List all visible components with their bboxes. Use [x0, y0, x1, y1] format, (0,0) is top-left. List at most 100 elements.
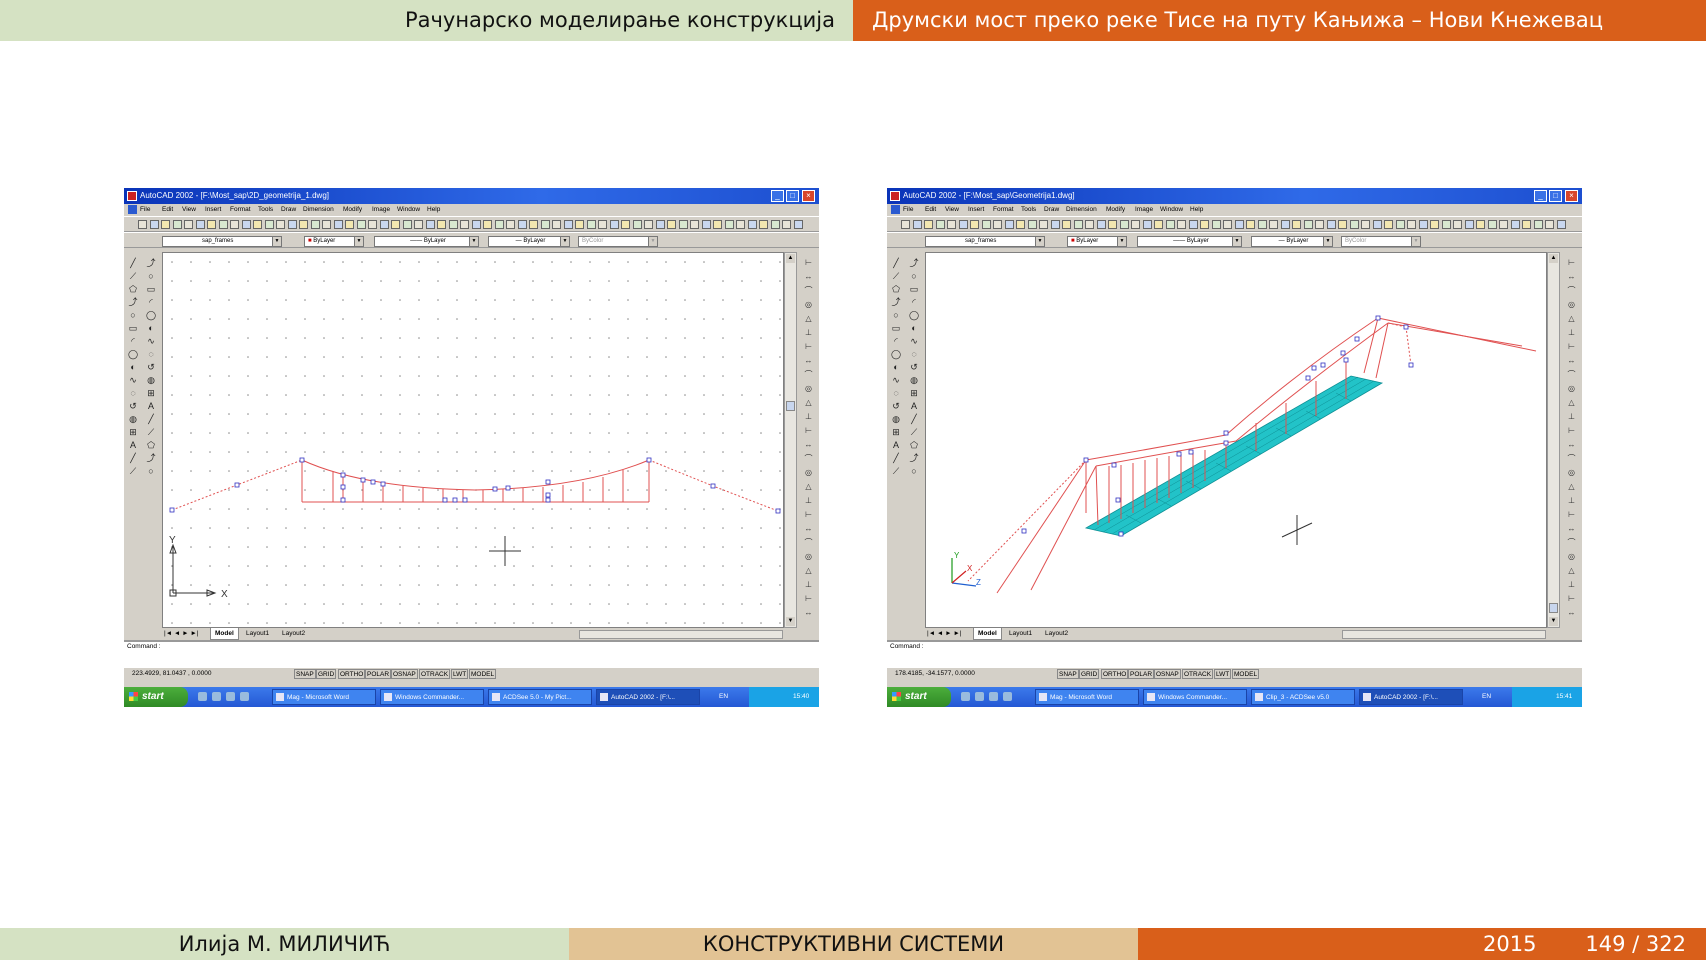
draw-tool-icon[interactable]: ⤴ — [146, 453, 156, 463]
polar-toggle[interactable]: POLAR — [1128, 669, 1155, 679]
draw-tool-icon[interactable]: ◐ — [130, 362, 136, 372]
dimension-tool-icon[interactable]: ⊢ — [1568, 342, 1575, 351]
tab-layout2[interactable]: Layout2 — [282, 630, 306, 637]
quicklaunch-icon[interactable] — [1003, 692, 1012, 701]
model-toggle[interactable]: MODEL — [469, 669, 497, 679]
toolbar-button-icon[interactable] — [540, 220, 550, 229]
drawing-area[interactable]: Y X Z — [925, 252, 1547, 628]
toolbar-button-icon[interactable] — [690, 220, 699, 229]
menu-dimension[interactable]: Dimension — [303, 206, 334, 213]
tab-model[interactable]: Model — [973, 628, 1002, 640]
toolbar-button-icon[interactable] — [678, 220, 688, 229]
menu-tools[interactable]: Tools — [1021, 206, 1037, 213]
draw-tool-icon[interactable]: ↺ — [129, 401, 137, 411]
draw-tool-icon[interactable]: ▭ — [891, 323, 901, 333]
linetype-combo[interactable]: —— ByLayer ▼ — [1137, 236, 1242, 247]
dimension-tool-icon[interactable]: ↔ — [804, 608, 813, 617]
toolbar-button-icon[interactable] — [958, 220, 968, 229]
draw-tool-icon[interactable]: ↺ — [147, 362, 155, 372]
snap-toggle[interactable]: SNAP — [1057, 669, 1079, 679]
draw-tool-icon[interactable]: ↺ — [892, 401, 900, 411]
language-indicator[interactable]: EN — [1482, 693, 1492, 700]
toolbar-button-icon[interactable] — [1004, 220, 1014, 229]
maximize-button[interactable]: □ — [1549, 190, 1562, 202]
dimension-tool-icon[interactable]: ⊢ — [805, 342, 812, 351]
scroll-thumb[interactable] — [786, 401, 795, 411]
menu-image[interactable]: Image — [372, 206, 391, 213]
draw-tool-icon[interactable]: ◯ — [891, 349, 902, 359]
toolbar-button-icon[interactable] — [414, 220, 423, 229]
dimension-tool-icon[interactable]: ⌒ — [804, 286, 813, 295]
toolbar-button-icon[interactable] — [184, 220, 193, 229]
toolbar-button-icon[interactable] — [322, 220, 331, 229]
minimize-button[interactable]: _ — [771, 190, 784, 202]
dimension-tool-icon[interactable]: △ — [805, 566, 812, 575]
toolbar-button-icon[interactable] — [425, 220, 435, 229]
toolbar-button-icon[interactable] — [356, 220, 366, 229]
dimension-tool-icon[interactable]: ⌒ — [1567, 454, 1576, 463]
menu-help[interactable]: Help — [1190, 206, 1204, 213]
taskbar-item-commander[interactable]: Windows Commander... — [1143, 689, 1247, 705]
toolbar-button-icon[interactable] — [1234, 220, 1244, 229]
toolbar-button-icon[interactable] — [448, 220, 458, 229]
taskbar-item-acdsee[interactable]: Clip_3 - ACDSee v5.0 — [1251, 689, 1355, 705]
toolbar-button-icon[interactable] — [935, 220, 945, 229]
draw-tool-icon[interactable]: ∿ — [910, 336, 918, 346]
toolbar-button-icon[interactable] — [241, 220, 251, 229]
draw-tool-icon[interactable]: ◜ — [149, 297, 153, 307]
dimension-tool-icon[interactable]: ⊥ — [805, 580, 812, 589]
menu-help[interactable]: Help — [427, 206, 441, 213]
toolbar-button-icon[interactable] — [287, 220, 297, 229]
menu-insert[interactable]: Insert — [205, 206, 222, 213]
layer-combo[interactable]: sap_frames ▼ — [162, 236, 282, 247]
scroll-up-arrow[interactable]: ▲ — [786, 254, 795, 263]
draw-tool-icon[interactable]: ⬠ — [147, 440, 155, 450]
toolbar-button-icon[interactable] — [1142, 220, 1152, 229]
tab-layout2[interactable]: Layout2 — [1045, 630, 1069, 637]
maximize-button[interactable]: □ — [786, 190, 799, 202]
dimension-tool-icon[interactable]: ⌒ — [1567, 286, 1576, 295]
dimension-tool-icon[interactable]: ◎ — [1568, 552, 1575, 561]
dimension-tool-icon[interactable]: ⌒ — [1567, 538, 1576, 547]
menu-modify[interactable]: Modify — [1106, 206, 1126, 213]
draw-tool-icon[interactable]: ╱ — [148, 414, 154, 424]
dimension-tool-icon[interactable]: △ — [805, 482, 812, 491]
toolbar-button-icon[interactable] — [1487, 220, 1497, 229]
toolbar-button-icon[interactable] — [701, 220, 711, 229]
toolbar-button-icon[interactable] — [1522, 220, 1531, 229]
toolbar-button-icon[interactable] — [1338, 220, 1347, 229]
plotstyle-combo[interactable]: ByColor ▼ — [1341, 236, 1421, 247]
draw-tool-icon[interactable]: ▭ — [146, 284, 156, 294]
draw-tool-icon[interactable]: ◍ — [910, 375, 918, 385]
draw-tool-icon[interactable]: ○ — [148, 466, 154, 476]
draw-tool-icon[interactable]: ◐ — [148, 323, 154, 333]
ortho-toggle[interactable]: ORTHO — [1101, 669, 1129, 679]
draw-tool-icon[interactable]: ⤴ — [909, 258, 919, 268]
draw-tool-icon[interactable]: ⟋ — [129, 271, 137, 281]
toolbar-button-icon[interactable] — [264, 220, 274, 229]
toolbar-button-icon[interactable] — [609, 220, 619, 229]
plotstyle-combo[interactable]: ByColor ▼ — [578, 236, 658, 247]
draw-tool-icon[interactable]: ⟋ — [892, 271, 900, 281]
color-combo[interactable]: ■ ByLayer ▼ — [1067, 236, 1127, 247]
dimension-tool-icon[interactable]: ↔ — [1567, 524, 1576, 533]
menu-draw[interactable]: Draw — [281, 206, 297, 213]
minimize-button[interactable]: _ — [1534, 190, 1547, 202]
toolbar-button-icon[interactable] — [1556, 220, 1566, 229]
draw-tool-icon[interactable]: ◯ — [128, 349, 139, 359]
menu-image[interactable]: Image — [1135, 206, 1154, 213]
dimension-tool-icon[interactable]: ⌒ — [804, 370, 813, 379]
osnap-toggle[interactable]: OSNAP — [391, 669, 418, 679]
toolbar-button-icon[interactable] — [1441, 220, 1451, 229]
osnap-toggle[interactable]: OSNAP — [1154, 669, 1181, 679]
toolbar-button-icon[interactable] — [1073, 220, 1083, 229]
menu-window[interactable]: Window — [1160, 206, 1184, 213]
menu-insert[interactable]: Insert — [968, 206, 985, 213]
toolbar-button-icon[interactable] — [460, 220, 469, 229]
dimension-tool-icon[interactable]: △ — [805, 314, 812, 323]
draw-tool-icon[interactable]: ⊞ — [892, 427, 900, 437]
menu-draw[interactable]: Draw — [1044, 206, 1060, 213]
toolbar-button-icon[interactable] — [736, 220, 745, 229]
dimension-tool-icon[interactable]: ⊢ — [1568, 594, 1575, 603]
dimension-tool-icon[interactable]: △ — [1568, 566, 1575, 575]
